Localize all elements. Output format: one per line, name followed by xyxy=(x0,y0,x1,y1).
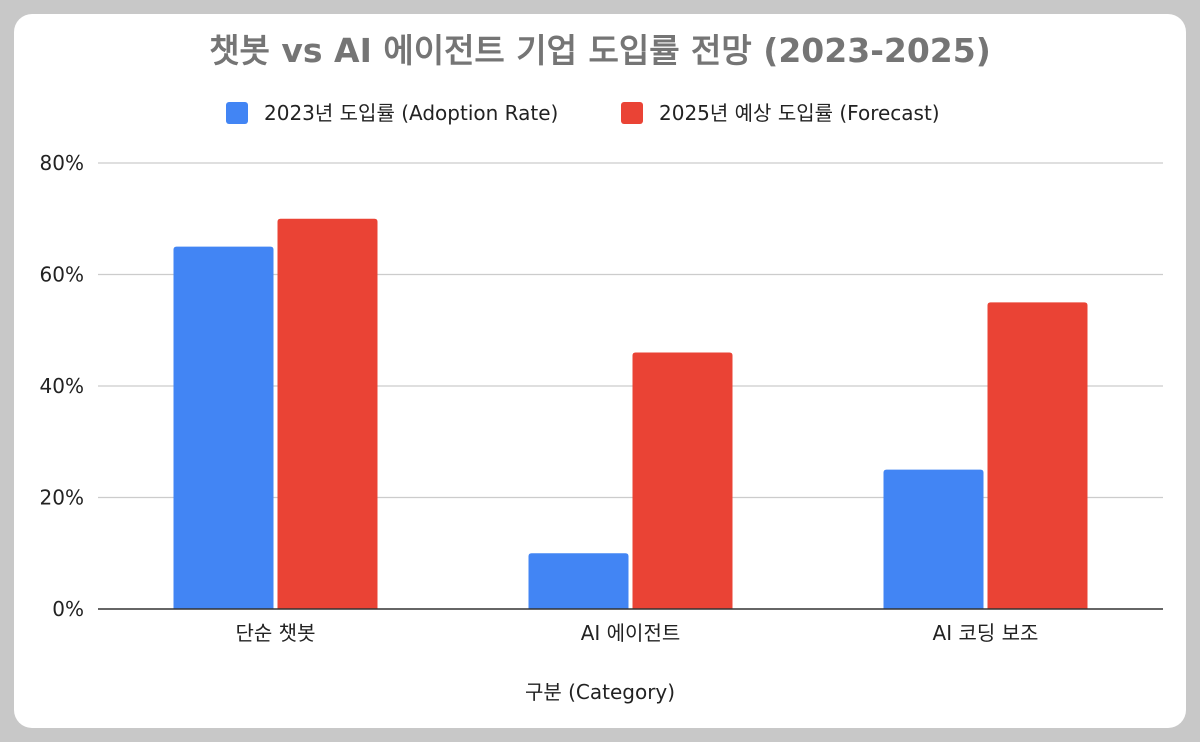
bar-2023-1 xyxy=(528,553,629,609)
y-axis-ticks: 0% 20% 40% 60% 80% xyxy=(40,151,84,621)
y-tick-label: 80% xyxy=(40,151,84,175)
chart-svg: 챗봇 vs AI 에이전트 기업 도입률 전망 (2023-2025) 2023… xyxy=(40,31,1163,704)
bars xyxy=(173,218,1088,609)
gridlines xyxy=(98,162,1163,499)
chart-card: 챗봇 vs AI 에이전트 기업 도입률 전망 (2023-2025) 2023… xyxy=(14,14,1186,728)
bar-2025-0 xyxy=(277,218,378,609)
bar-2023-2 xyxy=(883,469,984,609)
y-tick-label: 20% xyxy=(40,486,84,510)
x-category-label: AI 에이전트 xyxy=(581,621,681,645)
legend-swatch-2025 xyxy=(621,102,643,124)
legend-label-2025: 2025년 예상 도입률 (Forecast) xyxy=(659,101,940,125)
bar-2023-0 xyxy=(173,246,274,609)
x-axis-categories: 단순 챗봇 AI 에이전트 AI 코딩 보조 xyxy=(236,621,1039,645)
y-tick-label: 40% xyxy=(40,374,84,398)
chart-title: 챗봇 vs AI 에이전트 기업 도입률 전망 (2023-2025) xyxy=(209,31,991,70)
legend-label-2023: 2023년 도입률 (Adoption Rate) xyxy=(264,101,558,125)
bar-2025-2 xyxy=(987,302,1088,609)
bar-2025-1 xyxy=(632,352,733,609)
x-category-label: AI 코딩 보조 xyxy=(933,621,1039,645)
legend: 2023년 도입률 (Adoption Rate) 2025년 예상 도입률 (… xyxy=(226,101,940,125)
y-tick-label: 60% xyxy=(40,263,84,287)
x-category-label: 단순 챗봇 xyxy=(236,621,316,645)
y-tick-label: 0% xyxy=(52,597,84,621)
x-axis-label: 구분 (Category) xyxy=(525,680,675,704)
legend-swatch-2023 xyxy=(226,102,248,124)
